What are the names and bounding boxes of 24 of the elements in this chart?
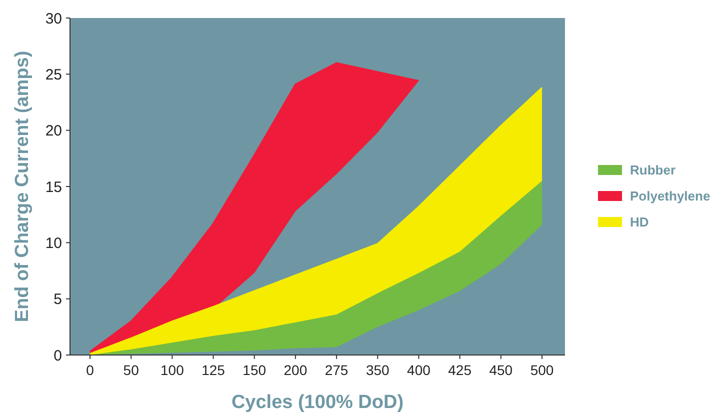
x-tick-label: 150 — [242, 362, 266, 378]
x-tick-label: 200 — [284, 362, 308, 378]
x-tick-label: 425 — [448, 362, 472, 378]
x-tick-label: 275 — [324, 362, 348, 378]
x-tick-label: 125 — [202, 362, 226, 378]
x-tick-label: 0 — [86, 362, 94, 378]
x-tick-label: 50 — [123, 362, 140, 378]
x-tick-label: 400 — [407, 362, 431, 378]
y-axis-title: End of Charge Current (amps) — [12, 50, 33, 322]
x-tick-label: 100 — [160, 362, 184, 378]
y-tick-label: 5 — [54, 291, 62, 308]
y-tick-label: 20 — [45, 122, 62, 140]
x-tick-label: 450 — [489, 362, 513, 378]
legend-label: HD — [630, 214, 649, 230]
legend-label: Rubber — [630, 162, 676, 178]
y-tick-label: 25 — [45, 66, 62, 84]
legend-label: Polyethylene — [630, 188, 710, 204]
y-tick-label: 0 — [54, 347, 62, 364]
x-axis-title: Cycles (100% DoD) — [231, 392, 404, 413]
x-tick-label: 350 — [366, 362, 390, 378]
y-tick-label: 30 — [45, 10, 62, 28]
y-tick-label: 10 — [45, 234, 62, 252]
x-tick-label: 500 — [530, 362, 554, 378]
y-tick-label: 15 — [45, 178, 62, 196]
